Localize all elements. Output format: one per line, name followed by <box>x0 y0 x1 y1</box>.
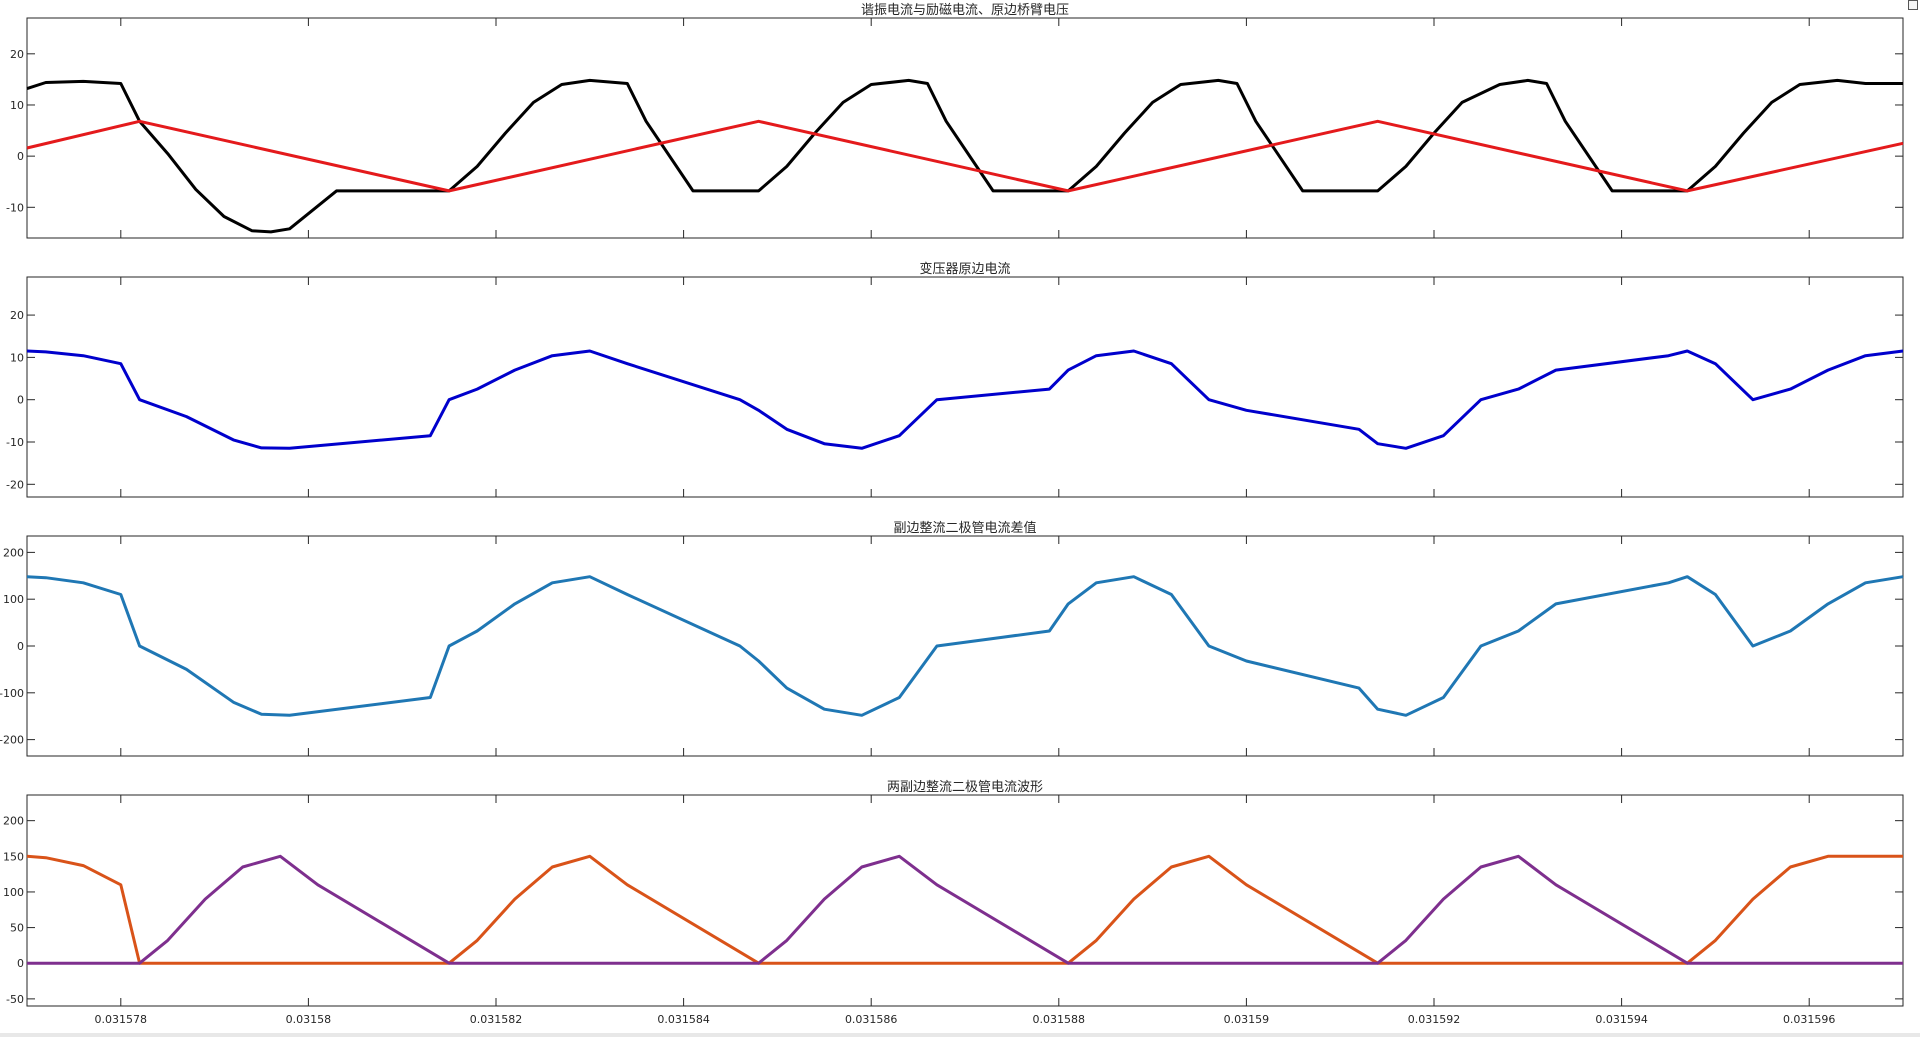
y-tick-label: 10 <box>10 351 24 364</box>
series-line-2 <box>27 854 1903 965</box>
subplot-title: 变压器原边电流 <box>919 261 1010 277</box>
y-tick-label: 0 <box>17 150 24 163</box>
x-tick-label: 0.03159 <box>1224 1013 1270 1026</box>
y-tick-label: -200 <box>0 734 24 747</box>
x-tick-label: 0.031582 <box>470 1013 523 1026</box>
x-tick-label: 0.031594 <box>1595 1013 1648 1026</box>
y-tick-label: 100 <box>3 593 24 606</box>
series-line-1 <box>26 78 1903 234</box>
subplot-4: 两副边整流二极管电流波形 -50 0 50 100 150 200 0.031578 0.031… <box>3 780 1904 1026</box>
y-tick-label: 200 <box>3 546 24 559</box>
x-tick-label: 0.031578 <box>95 1013 148 1026</box>
y-tick-label: 150 <box>3 850 24 863</box>
series-line-1 <box>26 854 1903 965</box>
x-tick-label: 0.031592 <box>1408 1013 1461 1026</box>
y-tick-label: 0 <box>17 640 24 653</box>
series-line-2 <box>26 119 1904 193</box>
y-tick-label: 50 <box>10 922 24 935</box>
y-tick-label: -50 <box>6 993 24 1006</box>
x-tick-label: 0.031586 <box>845 1013 898 1026</box>
y-tick-label: -10 <box>6 201 24 214</box>
x-tick-label: 0.03158 <box>286 1013 332 1026</box>
x-tick-label: 0.031588 <box>1033 1013 1086 1026</box>
y-tick-label: 20 <box>10 48 24 61</box>
y-tick-label: -100 <box>0 687 24 700</box>
subplot-2: 变压器原边电流 -20 -10 0 10 20 <box>6 261 1904 498</box>
subplot-title: 两副边整流二极管电流波形 <box>887 780 1043 795</box>
plot-area-frame <box>26 535 1904 757</box>
y-tick-label: 20 <box>10 309 24 322</box>
subplot-title: 副边整流二极管电流差值 <box>893 520 1036 536</box>
plot-area-frame <box>26 17 1904 239</box>
subplot-1: 谐振电流与励磁电流、原边桥臂电压 -10 0 10 20 <box>6 3 1904 239</box>
corner-button[interactable] <box>1908 0 1918 10</box>
y-tick-label: -20 <box>6 478 24 491</box>
y-tick-label: 0 <box>17 957 24 970</box>
bottom-bar <box>0 1033 1920 1037</box>
subplot-title: 谐振电流与励磁电流、原边桥臂电压 <box>861 3 1069 18</box>
subplot-3: 副边整流二极管电流差值 -200 -100 0 100 200 <box>0 520 1904 757</box>
plot-area-frame <box>26 276 1904 498</box>
y-tick-label: 10 <box>10 99 24 112</box>
x-tick-label: 0.031584 <box>657 1013 710 1026</box>
y-tick-label: 100 <box>3 886 24 899</box>
x-tick-label: 0.031596 <box>1783 1013 1836 1026</box>
y-tick-label: 200 <box>3 815 24 828</box>
series-line-1 <box>26 575 1904 717</box>
series-line-1 <box>26 349 1904 450</box>
y-tick-label: 0 <box>17 394 24 407</box>
y-tick-label: -10 <box>6 436 24 449</box>
